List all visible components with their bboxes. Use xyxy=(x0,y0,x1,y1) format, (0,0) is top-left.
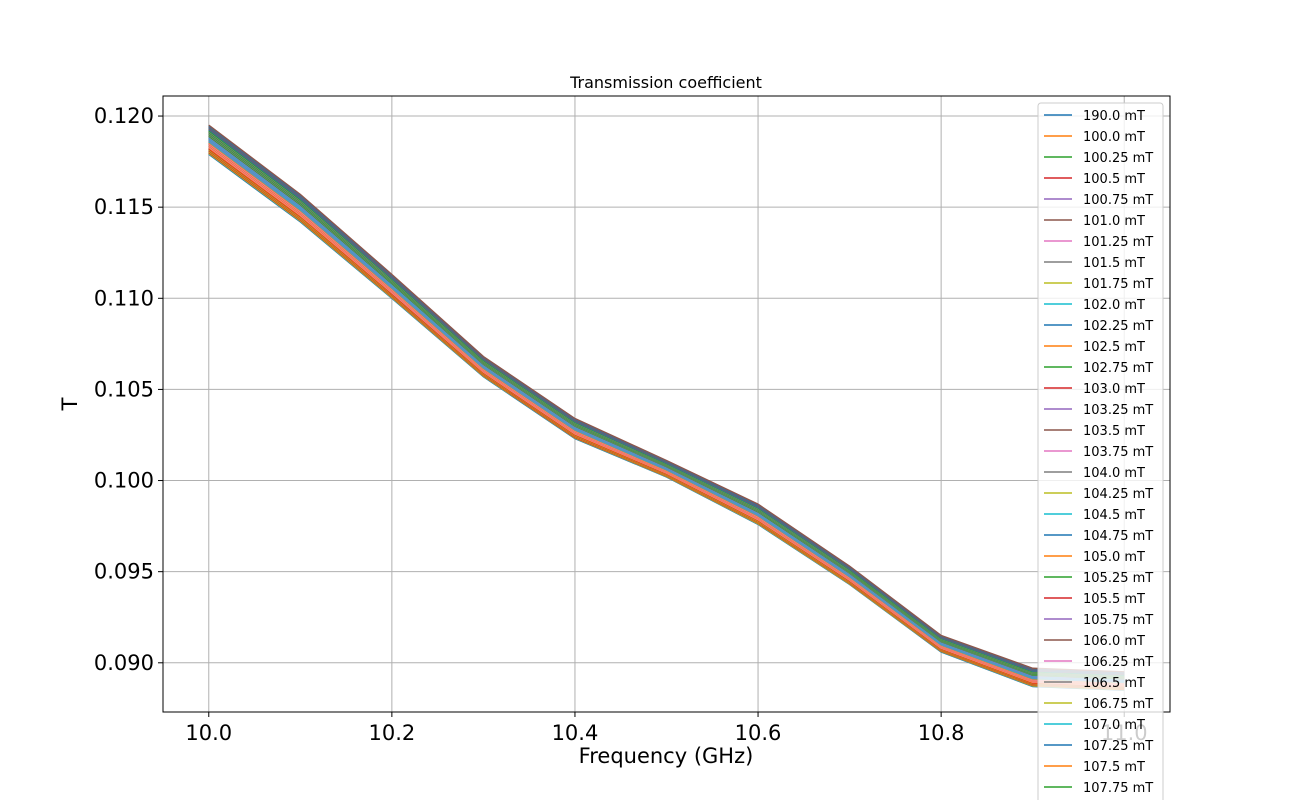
y-axis-label: T xyxy=(58,397,82,411)
legend-label: 102.25 mT xyxy=(1083,319,1153,334)
legend-label: 104.0 mT xyxy=(1083,466,1145,481)
legend-label: 105.25 mT xyxy=(1083,571,1153,586)
x-axis-label: Frequency (GHz) xyxy=(579,744,754,768)
legend-label: 103.0 mT xyxy=(1083,382,1145,397)
legend-label: 106.25 mT xyxy=(1083,655,1153,670)
legend-label: 106.0 mT xyxy=(1083,634,1145,649)
legend-label: 107.25 mT xyxy=(1083,739,1153,754)
legend-label: 101.25 mT xyxy=(1083,235,1153,250)
plot-frame xyxy=(162,95,1171,713)
y-tick-label: 0.110 xyxy=(94,286,154,310)
legend-label: 105.0 mT xyxy=(1083,550,1145,565)
legend-label: 190.0 mT xyxy=(1083,109,1145,124)
legend-label: 100.25 mT xyxy=(1083,151,1153,166)
x-tick-label: 10.8 xyxy=(918,721,965,745)
legend-label: 103.75 mT xyxy=(1083,445,1153,460)
legend-label: 107.5 mT xyxy=(1083,760,1145,775)
y-tick-label: 0.105 xyxy=(94,377,154,401)
series-lines xyxy=(208,124,1125,691)
y-tick-label: 0.120 xyxy=(94,104,154,128)
legend-label: 103.5 mT xyxy=(1083,424,1145,439)
y-tick-label: 0.090 xyxy=(94,651,154,675)
legend-label: 104.5 mT xyxy=(1083,508,1145,523)
legend: 190.0 mT 100.0 mT 100.25 mT 100.5 mT 100.75 … xyxy=(1037,102,1164,800)
legend-label: 101.75 mT xyxy=(1083,277,1153,292)
legend-label: 102.0 mT xyxy=(1083,298,1145,313)
legend-label: 101.0 mT xyxy=(1083,214,1145,229)
legend-label: 101.5 mT xyxy=(1083,256,1145,271)
legend-label: 105.5 mT xyxy=(1083,592,1145,607)
legend-label: 100.5 mT xyxy=(1083,172,1145,187)
x-tick-label: 10.6 xyxy=(735,721,782,745)
legend-label: 102.5 mT xyxy=(1083,340,1145,355)
legend-label: 107.0 mT xyxy=(1083,718,1145,733)
y-tick-label: 0.115 xyxy=(94,195,154,219)
legend-label: 103.25 mT xyxy=(1083,403,1153,418)
legend-label: 106.75 mT xyxy=(1083,697,1153,712)
legend-label: 106.5 mT xyxy=(1083,676,1145,691)
axis-ticks: 10.010.210.410.610.811.00.0900.0950.1000… xyxy=(94,104,1148,745)
chart-title: Transmission coefficient xyxy=(569,73,762,92)
legend-label: 105.75 mT xyxy=(1083,613,1153,628)
x-tick-label: 10.0 xyxy=(185,721,232,745)
legend-label: 100.0 mT xyxy=(1083,130,1145,145)
y-tick-label: 0.100 xyxy=(94,469,154,493)
x-tick-label: 10.2 xyxy=(368,721,415,745)
legend-label: 104.75 mT xyxy=(1083,529,1153,544)
legend-label: 102.75 mT xyxy=(1083,361,1153,376)
series-line xyxy=(208,124,1125,673)
legend-label: 107.75 mT xyxy=(1083,781,1153,796)
legend-label: 104.25 mT xyxy=(1083,487,1153,502)
legend-box xyxy=(1037,102,1164,800)
legend-label: 100.75 mT xyxy=(1083,193,1153,208)
y-tick-label: 0.095 xyxy=(94,560,154,584)
x-tick-label: 10.4 xyxy=(552,721,599,745)
